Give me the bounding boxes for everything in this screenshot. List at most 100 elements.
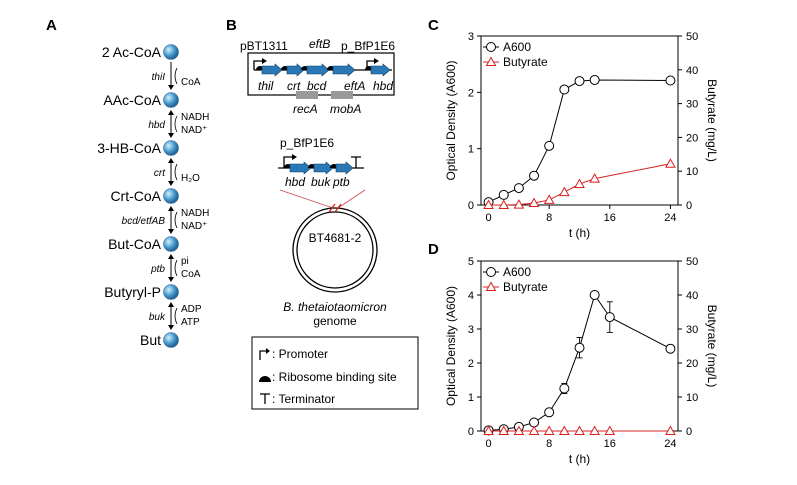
integration-line-left [279,189,334,209]
data-point [528,197,540,207]
gene-label-hbd-2: hbd [285,175,305,189]
y-left-axis-label: Optical Density (A600) [444,286,458,406]
data-point [665,158,676,168]
y-right-tick-label: 50 [686,31,698,43]
promoter-icon [259,350,266,360]
legend-box: : Promoter : Ribosome binding site : Ter… [251,336,419,410]
data-point [665,343,676,354]
data-point [589,173,601,183]
cofactor-curve [174,67,178,85]
x-tick-label: 16 [604,438,616,450]
promoter-arrowhead [374,58,379,64]
gene-arrow [261,63,283,77]
terminator-icon [351,156,361,168]
legend-marker [486,42,496,52]
data-point [498,425,510,435]
enzyme-label: thiI [152,72,166,83]
data-point [528,425,540,435]
arrowhead-down [168,277,174,282]
gene-label-thil: thil [258,79,274,93]
legend-label: Butyrate [503,280,548,294]
y-left-axis-label: Optical Density (A600) [444,60,458,180]
data-point [665,425,676,435]
genome-inner-ring [296,211,374,289]
promoter-icon [283,156,292,168]
y-left-tick-label: 2 [468,358,474,370]
cofactor-curve [174,259,178,277]
data-point [574,342,585,353]
y-right-tick-label: 30 [686,324,698,336]
gene-arrow [289,161,312,175]
arrowhead-down [168,133,174,138]
y-right-tick-label: 50 [686,256,698,268]
arrowhead-down [168,229,174,234]
metabolite-label: 3-HB-CoA [97,140,161,156]
pathway: 2 Ac-CoA AAc-CoA 3-HB-CoA Crt-CoA But-CoA But… [97,44,209,348]
gene-label-hbd: hbd [373,79,393,93]
genome-site-label: BT4681-2 [309,231,362,245]
promoter-pbt1311-label: pBT1311 [240,39,288,53]
cofactor-curve [174,307,178,325]
enzyme-label: hbd [148,120,165,131]
plot-frame [480,35,679,206]
legend-label: Butyrate [503,55,548,69]
y-left-tick-label: 0 [468,200,474,212]
promoter-bfp1e6-label: p_BfP1E6 [341,39,395,53]
gene-arrow [335,161,354,175]
data-point [604,425,616,435]
reca-block [296,91,318,99]
y-right-tick-label: 10 [686,166,698,178]
legend-marker [486,267,496,277]
x-tick-label: 8 [546,438,552,450]
rbs-icon [259,376,271,382]
metabolite-label: Crt-CoA [110,188,161,204]
x-axis-label: t (h) [569,452,590,466]
gene-arrow [370,63,391,77]
enzyme-label: buk [149,312,166,323]
promoter-icon [253,60,262,70]
series-line [488,293,671,431]
plasmid-1-backbone [247,52,395,96]
legend-label: A600 [503,265,531,279]
gene-arrow [286,63,305,77]
metabolite-label: 2 Ac-CoA [102,44,162,60]
data-point [513,199,525,209]
y-right-tick-label: 30 [686,99,698,111]
gene-arrow [332,63,356,77]
metabolite-node [163,140,179,156]
gene-arrow [306,63,330,77]
gene-label-efta: eftA [344,79,365,93]
data-point [558,425,570,435]
metabolite-node [163,236,179,252]
cofactor-in: pi [181,256,189,267]
legend-marker [485,281,497,291]
legend-rbs: : Ribosome binding site [272,370,397,384]
y-right-axis-label: Butyrate (mg/L) [705,79,719,162]
genome: BT4681-2 B. thetaiotaomicron genome [283,203,387,328]
arrowhead-up [168,110,174,115]
y-right-tick-label: 10 [686,392,698,404]
data-point [513,183,524,194]
organism-label: B. thetaiotaomicron [283,300,387,314]
y-left-tick-label: 5 [468,256,474,268]
gene-label-bcd: bcd [307,79,327,93]
data-point [483,425,494,435]
y-left-tick-label: 1 [468,144,474,156]
gene-label-moba: mobA [330,102,361,116]
data-point [559,84,570,95]
data-point [574,76,585,87]
cofactor-out: ATP [181,317,200,328]
panel-label-a: A [46,17,57,34]
data-point [498,189,509,200]
data-point [529,170,540,181]
data-point [589,290,600,300]
data-point [559,383,570,394]
data-point [513,425,525,435]
enzyme-label: crt [154,168,166,179]
y-left-tick-label: 2 [468,87,474,99]
data-point [558,186,570,197]
terminator-icon [260,393,270,404]
data-point [589,74,600,85]
panel-label-c: C [428,17,439,34]
